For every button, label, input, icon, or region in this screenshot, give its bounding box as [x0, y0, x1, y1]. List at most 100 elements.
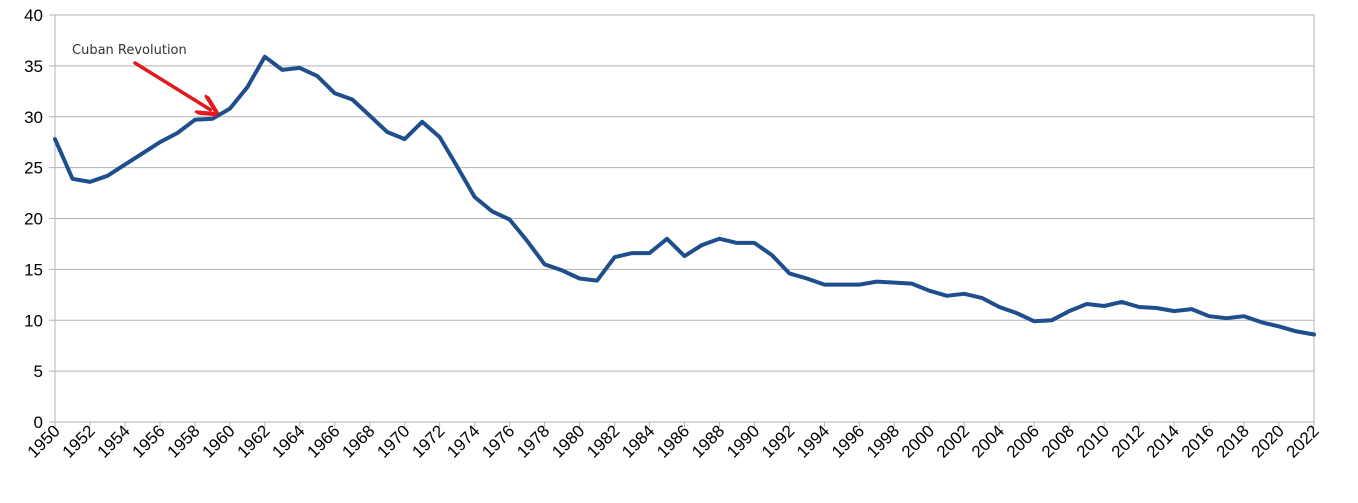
x-tick-label: 1988	[688, 421, 728, 461]
x-tick-label: 1974	[443, 421, 483, 461]
data-point	[962, 292, 966, 296]
y-tick-label: 15	[24, 260, 43, 279]
data-point	[683, 254, 687, 258]
data-point	[752, 241, 756, 245]
data-point	[438, 135, 442, 139]
x-tick-label: 1950	[24, 421, 64, 461]
data-point	[490, 209, 494, 213]
data-point	[385, 130, 389, 134]
x-tick-label: 2018	[1213, 421, 1253, 461]
data-point	[1015, 311, 1019, 315]
data-point	[1242, 314, 1246, 318]
annotation: Cuban Revolution	[72, 43, 210, 110]
x-tick-label: 1960	[199, 421, 239, 461]
data-point	[857, 283, 861, 287]
axes	[49, 14, 1315, 427]
data-point	[805, 277, 809, 281]
data-point	[630, 251, 634, 255]
x-tick-label: 2016	[1178, 421, 1218, 461]
x-tick-label: 2000	[898, 421, 938, 461]
data-point	[1295, 329, 1299, 333]
data-point	[53, 137, 57, 141]
data-point	[717, 237, 721, 241]
data-point	[1172, 309, 1176, 313]
x-tick-label: 2014	[1143, 421, 1183, 461]
data-point	[455, 165, 459, 169]
x-tick-label: 1956	[129, 421, 169, 461]
data-point	[560, 268, 564, 272]
y-tick-label: 30	[24, 108, 43, 127]
data-point	[1120, 300, 1124, 304]
y-tick-label: 20	[24, 210, 43, 229]
data-point	[595, 279, 599, 283]
x-tick-label: 1970	[373, 421, 413, 461]
data-point	[578, 277, 582, 281]
x-tick-label: 1986	[653, 421, 693, 461]
x-tick-label: 1954	[94, 421, 134, 461]
data-point	[945, 294, 949, 298]
y-tick-labels: 0 5 10 15 20 25 30 35 40	[24, 6, 43, 432]
x-tick-label: 1998	[863, 421, 903, 461]
data-point	[1067, 309, 1071, 313]
x-tick-label: 1952	[59, 421, 99, 461]
data-point	[735, 241, 739, 245]
x-tick-label: 1982	[583, 421, 623, 461]
data-point	[263, 55, 267, 59]
y-tick-label: 0	[34, 413, 43, 432]
x-tick-label: 1972	[408, 421, 448, 461]
x-tick-label: 1980	[548, 421, 588, 461]
x-tick-label: 1994	[793, 421, 833, 461]
data-point	[105, 174, 109, 178]
data-point	[840, 283, 844, 287]
x-tick-label: 1976	[478, 421, 518, 461]
data-point	[525, 239, 529, 243]
data-point	[910, 282, 914, 286]
data-point	[70, 177, 74, 181]
series-layer	[53, 54, 1316, 337]
data-point	[298, 66, 302, 70]
data-point	[700, 243, 704, 247]
data-point	[280, 68, 284, 72]
data-point	[403, 137, 407, 141]
data-point	[333, 91, 337, 95]
data-point	[350, 97, 354, 101]
series-line	[53, 54, 1316, 337]
x-tick-labels: 1950195219541956195819601962196419661968…	[24, 421, 1323, 461]
data-point	[648, 251, 652, 255]
y-tick-label: 25	[24, 159, 43, 178]
y-tick-label: 40	[24, 6, 43, 25]
x-tick-label: 2022	[1283, 421, 1323, 461]
data-point	[473, 195, 477, 199]
grid-lines	[55, 14, 1314, 423]
x-tick-label: 1964	[268, 421, 308, 461]
data-point	[420, 120, 424, 124]
data-point	[88, 180, 92, 184]
data-point	[543, 262, 547, 266]
y-tick-label: 35	[24, 57, 43, 76]
x-tick-label: 1992	[758, 421, 798, 461]
data-point	[1260, 320, 1264, 324]
data-point	[228, 107, 232, 111]
data-point	[1155, 306, 1159, 310]
data-point	[508, 218, 512, 222]
data-point	[1102, 304, 1106, 308]
data-point	[158, 140, 162, 144]
data-point	[1137, 305, 1141, 309]
data-point	[210, 117, 214, 121]
x-tick-label: 1962	[233, 421, 273, 461]
data-point	[787, 271, 791, 275]
x-tick-label: 2012	[1108, 421, 1148, 461]
data-point	[613, 255, 617, 259]
x-tick-label: 2002	[933, 421, 973, 461]
data-point	[665, 237, 669, 241]
data-point	[927, 289, 931, 293]
data-point	[980, 296, 984, 300]
x-tick-label: 1978	[513, 421, 553, 461]
annotation-text: Cuban Revolution	[72, 43, 187, 58]
x-tick-label: 2020	[1248, 421, 1288, 461]
y-tick-label: 10	[24, 311, 43, 330]
data-point	[1207, 314, 1211, 318]
y-tick-label: 5	[34, 362, 43, 381]
annotation-arrow	[133, 61, 210, 110]
